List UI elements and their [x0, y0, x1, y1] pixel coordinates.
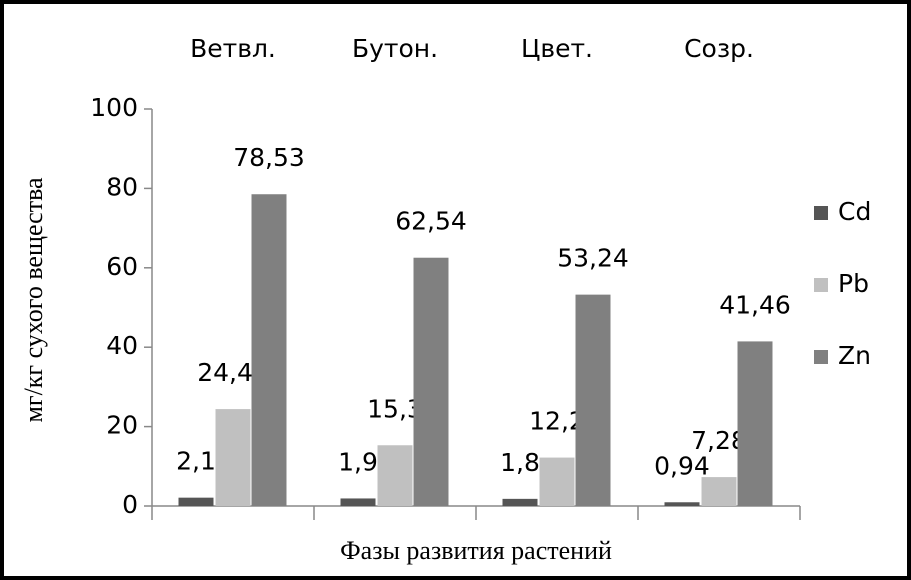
- y-tick-label: 80: [106, 172, 138, 201]
- data-label: 62,54: [395, 207, 467, 236]
- y-tick-label: 20: [106, 411, 138, 440]
- data-label: 0,94: [654, 451, 710, 480]
- data-label: 78,53: [233, 143, 305, 172]
- data-label: 1,8: [500, 448, 540, 477]
- legend-label: Cd: [838, 197, 871, 226]
- x-tick-label: Бутон.: [352, 34, 438, 63]
- bar: [539, 457, 575, 506]
- bar: [377, 445, 413, 506]
- bar: [575, 294, 611, 506]
- y-tick-label: 60: [106, 252, 138, 281]
- legend-label: Zn: [838, 341, 871, 370]
- legend-swatch: [814, 278, 828, 292]
- bar: [737, 341, 773, 506]
- bar: [215, 409, 251, 506]
- legend-swatch: [814, 350, 828, 364]
- y-axis-title: мг/кг сухого вещества: [19, 177, 48, 423]
- bar: [664, 502, 700, 506]
- y-tick-label: 0: [122, 490, 138, 519]
- legend-label: Pb: [838, 269, 869, 298]
- x-tick-label: Созр.: [684, 34, 754, 63]
- y-tick-label: 100: [90, 93, 138, 122]
- data-label: 1,9: [338, 447, 378, 476]
- bar: [413, 257, 449, 506]
- x-tick-label: Ветвл.: [190, 34, 276, 63]
- bar: [340, 498, 376, 506]
- data-label: 41,46: [719, 290, 791, 319]
- data-label: 2,1: [176, 447, 216, 476]
- data-label: 53,24: [557, 244, 629, 273]
- x-axis-title: Фазы развития растений: [340, 536, 612, 565]
- bar: [502, 498, 538, 506]
- x-tick-label: Цвет.: [521, 34, 593, 63]
- legend-swatch: [814, 206, 828, 220]
- bar: [701, 477, 737, 506]
- bar: [178, 497, 214, 506]
- bar: [251, 194, 287, 506]
- y-tick-label: 40: [106, 331, 138, 360]
